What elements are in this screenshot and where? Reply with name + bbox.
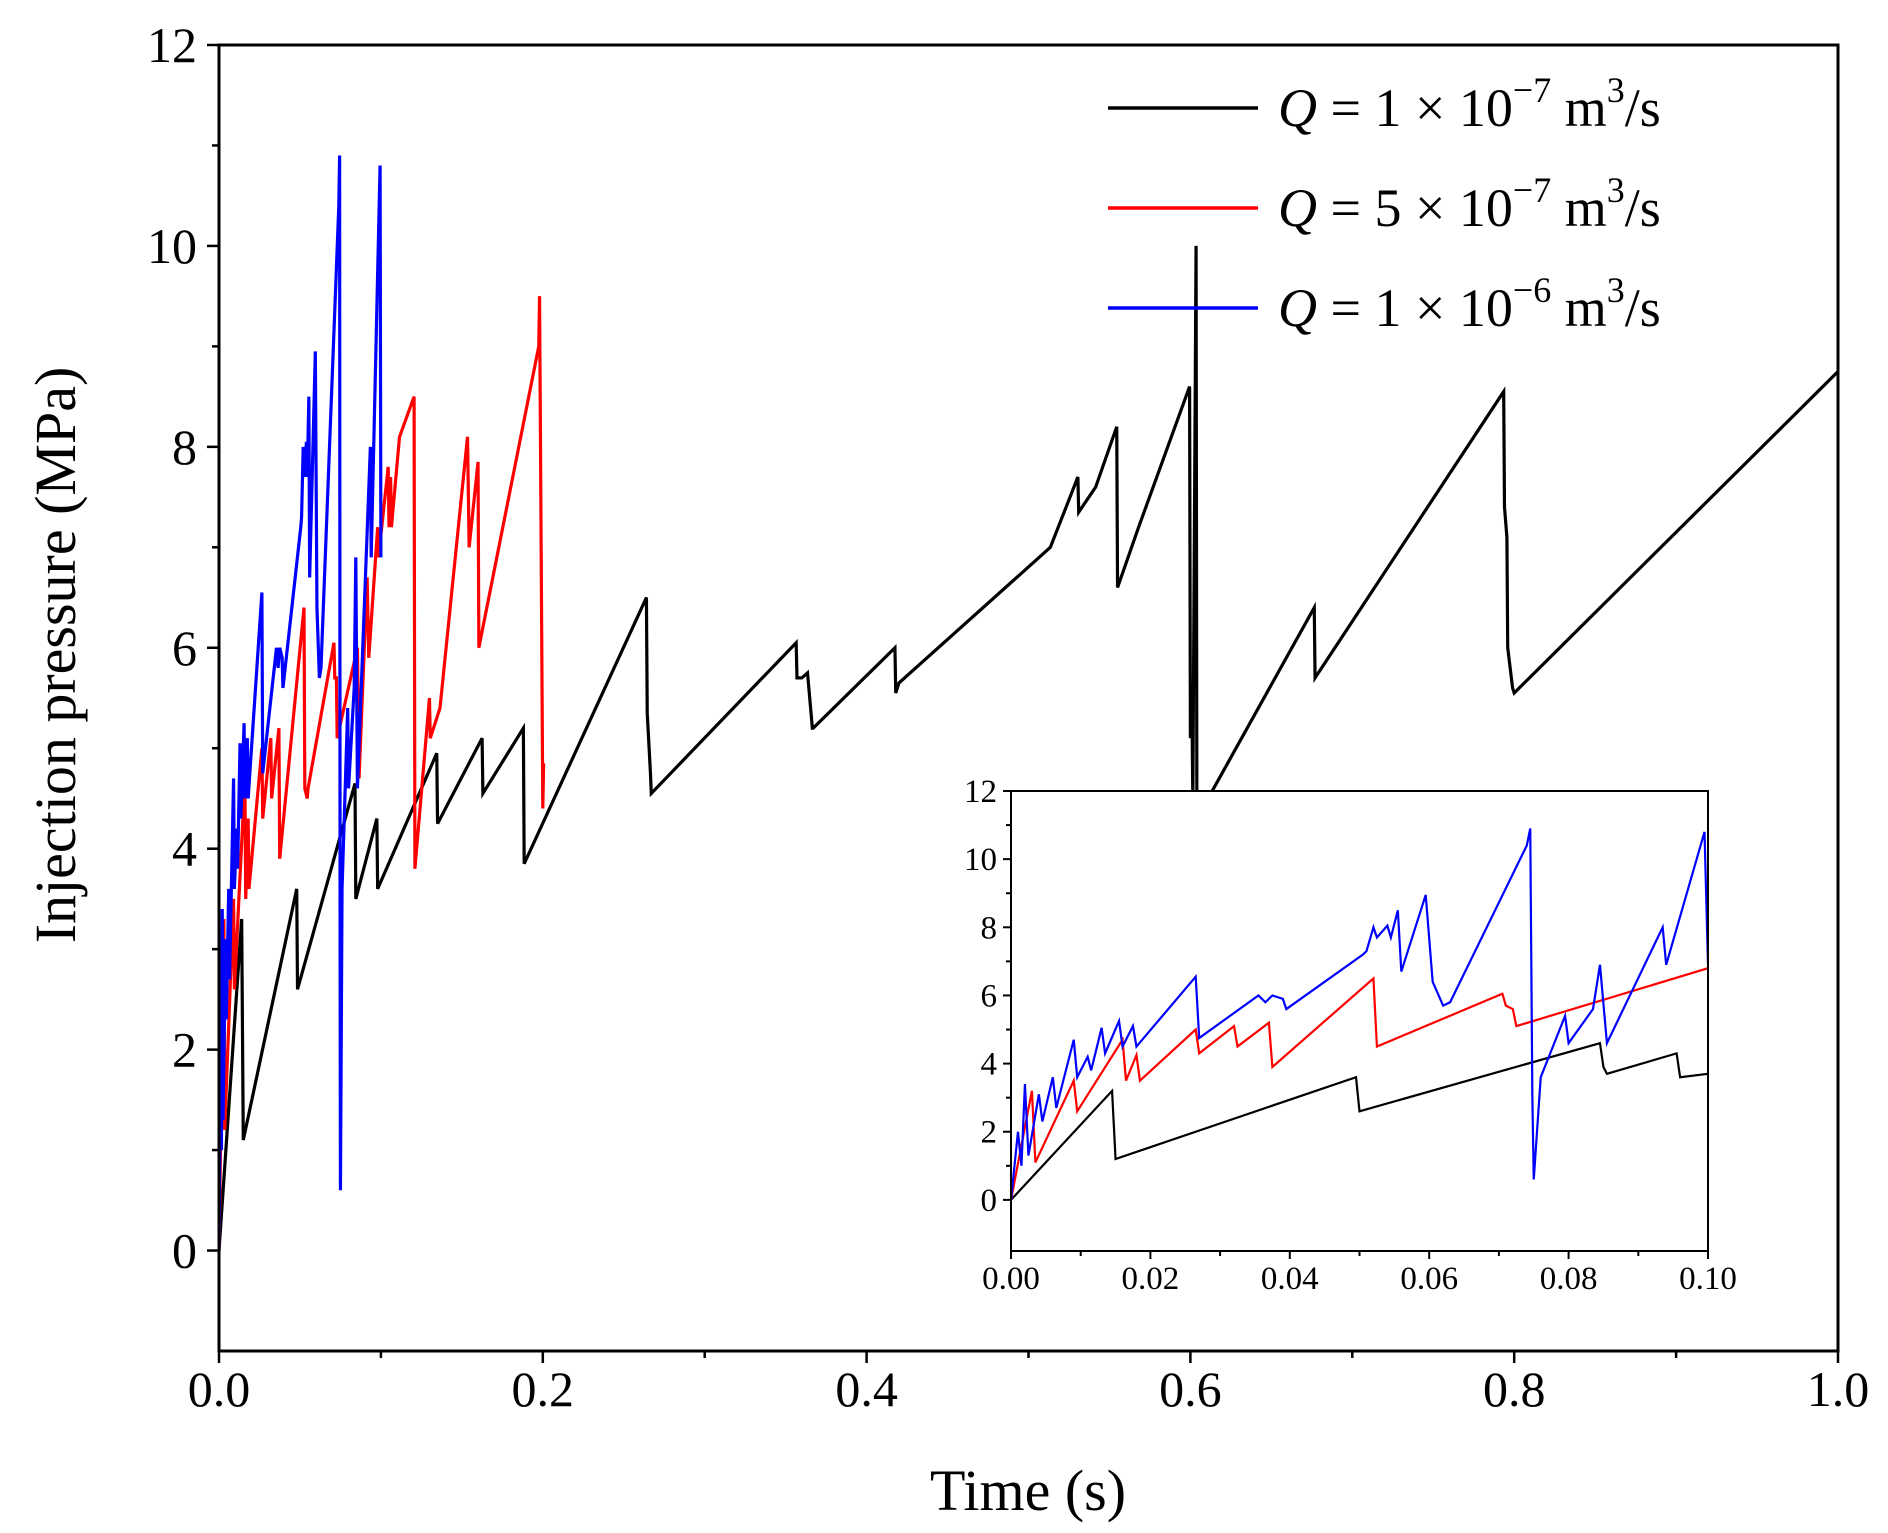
- inset-x-tick-label: 0.02: [1122, 1261, 1180, 1297]
- inset-y-tick-label: 2: [981, 1115, 998, 1151]
- legend-unit: m: [1551, 278, 1607, 338]
- legend-unit: m: [1551, 178, 1607, 238]
- legend-symbol: Q: [1278, 78, 1317, 138]
- inset-x-tick-label: 0.10: [1679, 1261, 1737, 1297]
- legend-value: = 1 × 10: [1317, 278, 1513, 338]
- legend: Q = 1 × 10−7 m3/sQ = 5 × 10−7 m3/sQ = 1 …: [1108, 70, 1661, 338]
- legend-exponent: −7: [1513, 170, 1551, 210]
- inset-y-tick-label: 8: [981, 910, 998, 946]
- x-axis-title: Time (s): [930, 1458, 1126, 1523]
- main-y-tick-label: 12: [147, 17, 197, 73]
- main-plot-area: [219, 155, 1838, 1251]
- main-y-tick-label: 0: [172, 1223, 197, 1279]
- legend-label-3: Q = 1 × 10−6 m3/s: [1278, 270, 1661, 338]
- inset-x-tick-label: 0.08: [1540, 1261, 1598, 1297]
- legend-symbol: Q: [1278, 278, 1317, 338]
- legend-exponent: −7: [1513, 70, 1551, 110]
- legend-unit-exponent: 3: [1607, 70, 1625, 110]
- inset-y-tick-label: 4: [981, 1047, 998, 1083]
- legend-unit-tail: /s: [1625, 278, 1661, 338]
- legend-unit: m: [1551, 78, 1607, 138]
- main-x-tick-label: 0.6: [1159, 1361, 1222, 1417]
- main-ticks: 0.0 0.2 0.4 0.6 0.8 1.0 0 2 4 6 8 10 12: [147, 17, 1869, 1417]
- inset-ticks: 0.00 0.02 0.04 0.06 0.08 0.10 0 2 4 6 8 10 12: [964, 774, 1737, 1297]
- main-x-tick-label: 0.0: [188, 1361, 251, 1417]
- main-x-tick-label: 0.4: [835, 1361, 898, 1417]
- inset-series-line-2: [1011, 967, 1708, 1201]
- legend-label-1: Q = 1 × 10−7 m3/s: [1278, 70, 1661, 138]
- inset-series-line-3: [1011, 828, 1708, 1201]
- legend-unit-exponent: 3: [1607, 170, 1625, 210]
- inset-series-line-1: [1011, 1041, 1708, 1201]
- inset-x-tick-label: 0.06: [1400, 1261, 1458, 1297]
- main-series-line-1: [219, 245, 1838, 1251]
- legend-unit-tail: /s: [1625, 78, 1661, 138]
- main-series-line-3: [219, 155, 383, 1251]
- legend-label-2: Q = 5 × 10−7 m3/s: [1278, 170, 1661, 238]
- legend-unit-exponent: 3: [1607, 270, 1625, 310]
- y-axis-title: Injection pressure (MPa): [23, 367, 88, 944]
- main-y-tick-label: 10: [147, 218, 197, 274]
- inset-y-tick-label: 6: [981, 978, 998, 1014]
- main-y-tick-label: 6: [172, 620, 197, 676]
- legend-value: = 1 × 10: [1317, 78, 1513, 138]
- legend-exponent: −6: [1513, 270, 1551, 310]
- legend-symbol: Q: [1278, 178, 1317, 238]
- inset-x-tick-label: 0.00: [982, 1261, 1040, 1297]
- inset-plot-area: [1011, 828, 1708, 1201]
- inset-y-tick-label: 10: [964, 842, 997, 878]
- main-x-tick-label: 0.8: [1483, 1361, 1546, 1417]
- main-x-tick-label: 1.0: [1807, 1361, 1870, 1417]
- inset-background: [1011, 791, 1708, 1251]
- inset-x-tick-label: 0.04: [1261, 1261, 1319, 1297]
- inset-y-tick-label: 0: [981, 1183, 998, 1219]
- legend-unit-tail: /s: [1625, 178, 1661, 238]
- main-y-tick-label: 8: [172, 419, 197, 475]
- main-x-tick-label: 0.2: [512, 1361, 575, 1417]
- main-y-tick-label: 4: [172, 821, 197, 877]
- legend-value: = 5 × 10: [1317, 178, 1513, 238]
- inset-y-tick-label: 12: [964, 774, 997, 810]
- main-y-tick-label: 2: [172, 1022, 197, 1078]
